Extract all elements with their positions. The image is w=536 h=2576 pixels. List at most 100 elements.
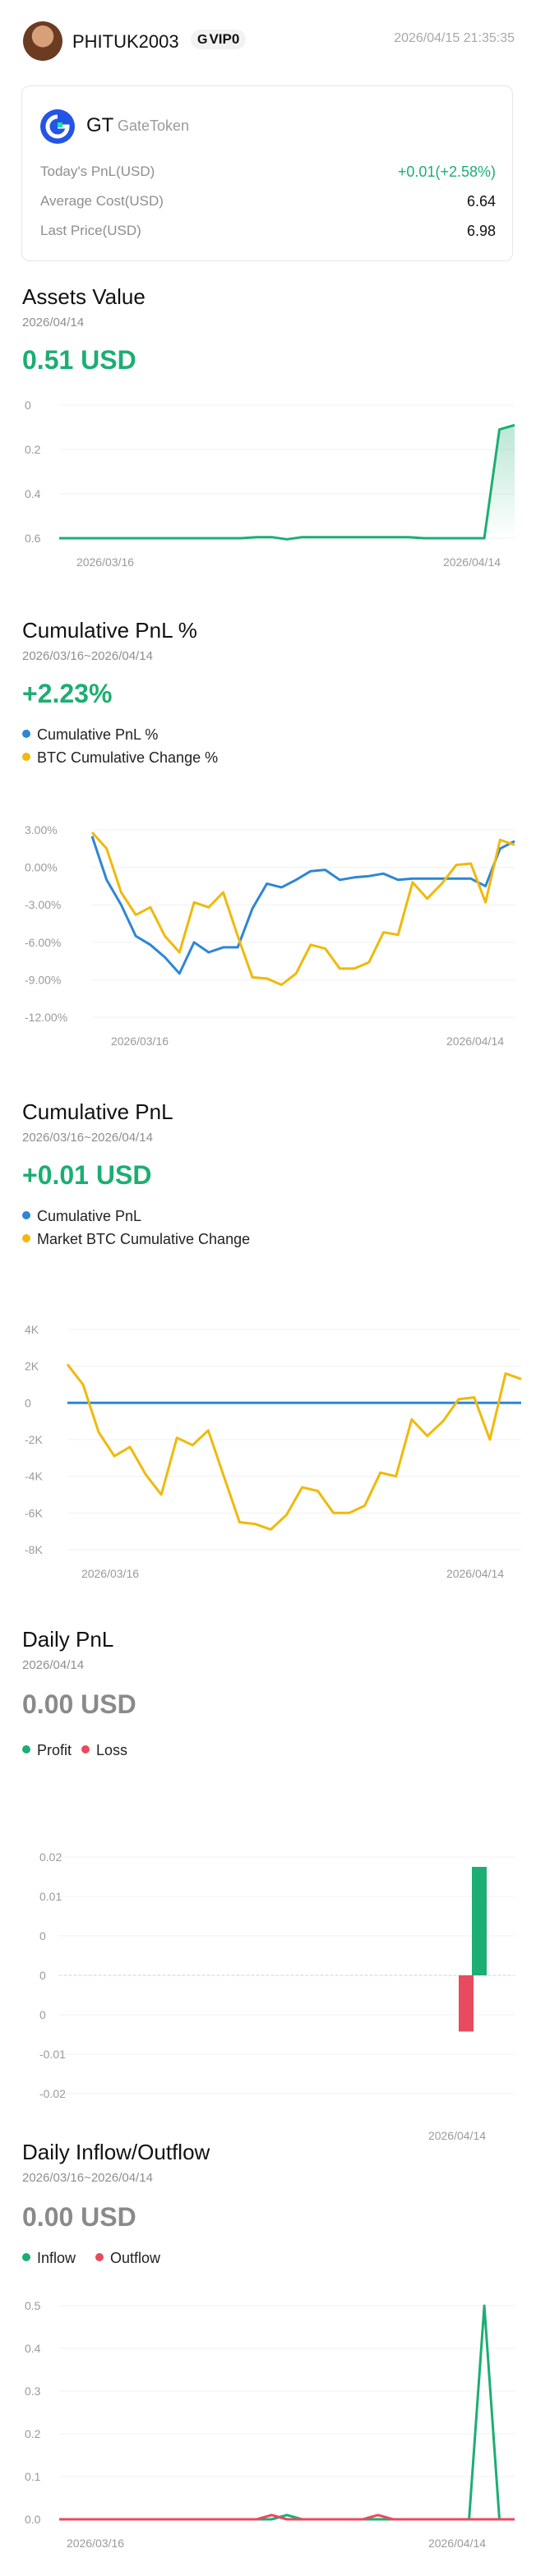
series-line-btc-cumulative-change-	[90, 832, 515, 986]
x-tick-label: 2026/04/14	[446, 1567, 504, 1580]
y-tick-label: 0	[39, 1929, 46, 1942]
legend-profit-loss[interactable]: Profit Loss	[22, 1742, 127, 1759]
y-tick-label: -0.02	[39, 2087, 66, 2100]
legend-dot	[22, 1745, 30, 1754]
legend-dot	[81, 1745, 90, 1754]
y-tick-label: 0.4	[25, 487, 41, 500]
y-tick-label: -6.00%	[25, 936, 61, 949]
assets-value-date: 2026/04/14	[22, 316, 85, 329]
y-tick-label: -9.00%	[25, 973, 61, 986]
cumulative-pnl-pct-chart[interactable]: 3.00% 0.00% -3.00% -6.00% -9.00% -12.00% 2026/…	[0, 781, 536, 1052]
legend-cumulative-pnl-pct[interactable]: Cumulative PnL %	[22, 726, 158, 744]
gate-icon: G	[197, 33, 208, 47]
legend-label: Loss	[96, 1742, 128, 1758]
token-name: GateToken	[118, 118, 190, 134]
y-tick-label: 0.6	[25, 532, 41, 545]
legend-label: Market BTC Cumulative Change	[37, 1231, 251, 1247]
y-tick-label: 0	[39, 2008, 46, 2021]
y-tick-label: 0.2	[25, 2427, 41, 2440]
cumulative-pnl-pct-value: +2.23%	[22, 679, 113, 708]
legend-btc-cumulative-change-pct[interactable]: BTC Cumulative Change %	[22, 749, 218, 767]
last-price-value: 6.98	[466, 223, 496, 239]
y-tick-label: -0.01	[39, 2048, 66, 2061]
legend-dot	[22, 1211, 30, 1220]
daily-inflow-outflow-date: 2026/03/16~2026/04/14	[22, 2171, 153, 2185]
y-tick-label: -3.00%	[25, 898, 61, 911]
x-tick-label: 2026/03/16	[67, 2537, 124, 2550]
series-line-market-btc-cumulative-change	[66, 1363, 522, 1531]
daily-pnl-title: Daily PnL	[22, 1627, 114, 1652]
x-tick-label: 2026/03/16	[111, 1035, 169, 1048]
legend-market-btc-cumulative-change[interactable]: Market BTC Cumulative Change	[22, 1231, 250, 1248]
cumulative-pnl-pct-date: 2026/03/16~2026/04/14	[22, 649, 153, 663]
assets-value-amount: 0.51 USD	[22, 345, 136, 375]
avatar[interactable]	[23, 21, 62, 61]
daily-pnl-chart[interactable]: 0.02 0.01 0 0 0 -0.01 -0.02 2026/04/14	[0, 1775, 536, 2142]
y-tick-label: -12.00%	[25, 1011, 67, 1024]
y-tick-label: 0.1	[25, 2470, 41, 2483]
username: PHITUK2003	[72, 31, 179, 52]
legend-cumulative-pnl[interactable]: Cumulative PnL	[22, 1208, 141, 1225]
y-tick-label: -8K	[25, 1543, 43, 1556]
y-tick-label: -2K	[25, 1433, 43, 1446]
assets-value-title: Assets Value	[22, 284, 146, 309]
y-tick-label: -6K	[25, 1506, 43, 1519]
daily-inflow-outflow-value: 0.00 USD	[22, 2202, 136, 2232]
y-tick-label: 0.5	[25, 2299, 41, 2312]
daily-pnl-value: 0.00 USD	[22, 1689, 136, 1719]
legend-label: BTC Cumulative Change %	[37, 749, 219, 766]
cumulative-pnl-date: 2026/03/16~2026/04/14	[22, 1131, 153, 1145]
legend-dot	[22, 730, 30, 739]
daily-pnl-date: 2026/04/14	[22, 1658, 85, 1672]
legend-label: Cumulative PnL %	[37, 726, 159, 743]
daily-inflow-outflow-title: Daily Inflow/Outflow	[22, 2140, 210, 2164]
todays-pnl-label: Today's PnL(USD)	[40, 164, 155, 179]
token-card[interactable]: GT GateToken Today's PnL(USD) +0.01(+2.5…	[21, 85, 513, 261]
cumulative-pnl-pct-title: Cumulative PnL %	[22, 618, 197, 643]
token-symbol: GT	[86, 114, 114, 136]
legend-label: Cumulative PnL	[37, 1208, 142, 1224]
x-tick-label: 2026/04/14	[443, 555, 501, 569]
average-cost-value: 6.64	[466, 193, 496, 210]
series-line-value	[59, 423, 515, 541]
cumulative-pnl-title: Cumulative PnL	[22, 1099, 173, 1124]
y-tick-label: 0.2	[25, 443, 41, 456]
series-line-outflow	[59, 2514, 515, 2521]
y-tick-label: 0	[39, 1969, 46, 1982]
x-tick-label: 2026/04/14	[428, 2129, 486, 2142]
y-tick-label: 0	[25, 1396, 31, 1409]
todays-pnl-value: +0.01(+2.58%)	[397, 164, 496, 180]
average-cost-label: Average Cost(USD)	[40, 193, 164, 209]
daily-inflow-outflow-chart[interactable]: 0.5 0.4 0.3 0.2 0.1 0.0 2026/03/16 2026/04/14	[0, 2283, 536, 2562]
y-tick-label: 0.02	[39, 1850, 62, 1864]
y-tick-label: 0.4	[25, 2342, 41, 2355]
cumulative-pnl-chart[interactable]: 4K 2K 0 -2K -4K -6K -8K 2026/03/16 2026/04/14	[0, 1265, 536, 1594]
x-tick-label: 2026/04/14	[428, 2537, 486, 2550]
legend-label: Profit	[37, 1742, 72, 1758]
series-line-inflow	[59, 2304, 515, 2521]
last-price-label: Last Price(USD)	[40, 223, 141, 238]
x-tick-label: 2026/03/16	[76, 555, 134, 569]
legend-dot	[95, 2253, 104, 2262]
y-tick-label: 2K	[25, 1360, 39, 1373]
legend-dot	[22, 2253, 30, 2262]
legend-dot	[22, 1234, 30, 1243]
legend-label: Outflow	[110, 2250, 161, 2266]
y-tick-label: 4K	[25, 1323, 39, 1336]
vip-badge[interactable]: G VIP0	[191, 30, 247, 49]
legend-inflow-outflow[interactable]: Inflow Outflow	[22, 2250, 160, 2267]
y-tick-label: 0.01	[39, 1890, 62, 1903]
vip-label: VIP0	[209, 31, 240, 47]
y-tick-label: 3.00%	[25, 823, 58, 836]
area-fill	[59, 425, 515, 540]
y-tick-label: -4K	[25, 1470, 43, 1483]
loss-bar	[459, 1975, 474, 2032]
y-tick-label: 0.00%	[25, 861, 58, 874]
y-tick-label: 0	[25, 399, 31, 412]
profit-bar	[472, 1867, 487, 1975]
x-tick-label: 2026/04/14	[446, 1035, 504, 1048]
x-tick-label: 2026/03/16	[81, 1567, 139, 1580]
legend-dot	[22, 753, 30, 762]
assets-value-chart[interactable]: 0 0.2 0.4 0.6 2026/03/16 2026/04/14	[0, 378, 536, 575]
y-tick-label: 0.3	[25, 2385, 41, 2398]
